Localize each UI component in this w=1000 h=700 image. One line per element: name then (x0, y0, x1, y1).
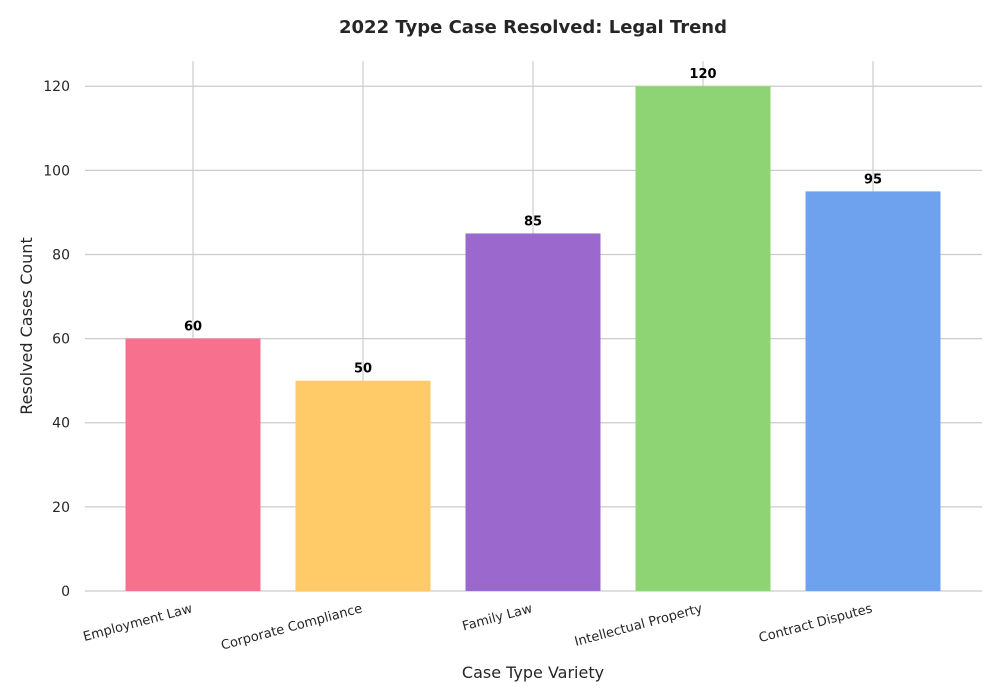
x-tick-label: Intellectual Property (573, 601, 704, 650)
value-label-layer: 60 50 85 120 95 (184, 67, 882, 376)
x-axis-ticks: Employment Law Corporate Compliance Family… (82, 601, 875, 653)
bar-value-label: 120 (689, 67, 716, 82)
bar (125, 338, 261, 591)
bar-value-label: 50 (354, 362, 372, 377)
y-tick-label: 120 (43, 79, 70, 95)
bar (465, 233, 601, 591)
y-axis-ticks: 0 20 40 60 80 100 120 (43, 79, 70, 600)
x-tick-label: Employment Law (82, 601, 195, 645)
bar (635, 86, 771, 591)
y-axis-label: Resolved Cases Count (17, 237, 36, 414)
y-tick-label: 100 (43, 163, 70, 179)
chart-title: 2022 Type Case Resolved: Legal Trend (339, 17, 727, 38)
x-axis-label: Case Type Variety (462, 663, 604, 682)
bar-layer (125, 86, 941, 591)
y-tick-label: 0 (61, 584, 70, 600)
y-tick-label: 20 (52, 500, 70, 516)
bar-value-label: 95 (864, 172, 882, 187)
y-tick-label: 40 (52, 416, 70, 432)
x-tick-label: Corporate Compliance (219, 601, 364, 653)
bar (805, 191, 941, 591)
bar-value-label: 60 (184, 320, 202, 335)
x-tick-label: Contract Disputes (757, 601, 874, 646)
bar-value-label: 85 (524, 214, 542, 229)
y-tick-label: 60 (52, 332, 70, 348)
bar (295, 380, 431, 591)
x-tick-label: Family Law (461, 601, 535, 634)
y-tick-label: 80 (52, 247, 70, 263)
